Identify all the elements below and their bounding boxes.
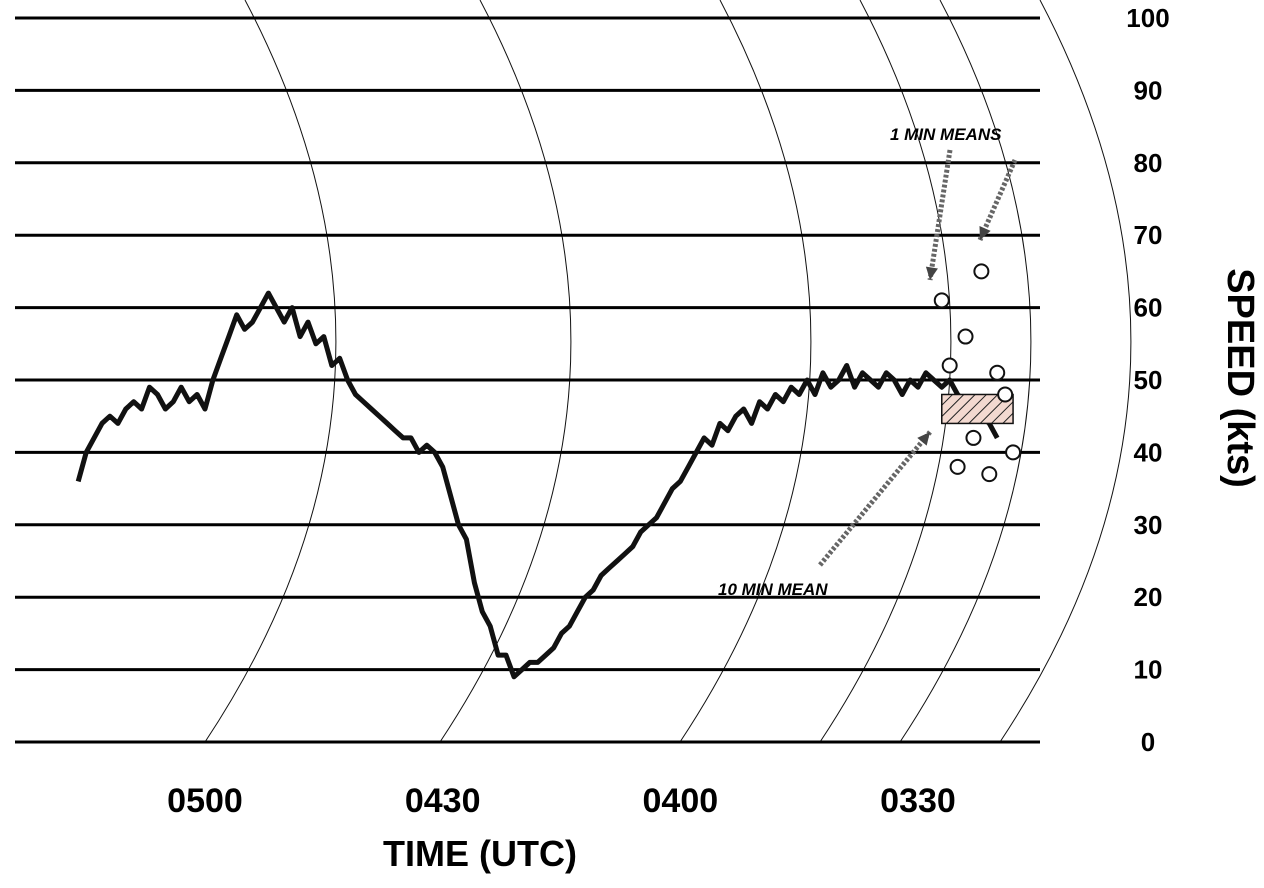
y-tick-70: 70 (1134, 220, 1163, 250)
one-min-mean-marker-8 (989, 364, 1006, 381)
one-min-mean-marker-5 (965, 429, 982, 446)
y-tick-90: 90 (1134, 75, 1163, 105)
one-min-mean-marker-4 (957, 328, 974, 345)
x-axis-label: TIME (UTC) (383, 833, 577, 874)
annotation-one-min-means: 1 MIN MEANS (890, 125, 1002, 144)
y-tick-50: 50 (1134, 365, 1163, 395)
y-tick-labels: 0 10 20 30 40 50 60 70 80 90 100 (1126, 3, 1169, 757)
one-min-means-arrow-b (977, 158, 1018, 242)
means-layer (933, 263, 1022, 483)
one-min-mean-marker-10 (1005, 444, 1022, 461)
one-min-mean-marker-7 (981, 466, 998, 483)
range-arc-5 (819, 0, 952, 743)
one-min-mean-marker-2 (941, 357, 958, 374)
grid-lines (15, 16, 1040, 744)
y-tick-30: 30 (1134, 510, 1163, 540)
ten-min-mean-arrow-head (917, 432, 930, 446)
radar-range-arcs (204, 0, 1132, 743)
x-tick-labels: 0500 0430 0400 0330 (167, 782, 956, 820)
y-tick-100: 100 (1126, 3, 1169, 33)
range-arc-6 (899, 0, 1032, 743)
one-min-mean-marker-6 (973, 263, 990, 280)
range-arc-2 (204, 0, 337, 743)
range-arc-7 (999, 0, 1132, 743)
speed-series (75, 290, 1000, 680)
x-tick-0400: 0400 (643, 782, 719, 820)
one-min-means-arrow-b-head (979, 226, 991, 240)
y-tick-10: 10 (1134, 655, 1163, 685)
y-tick-80: 80 (1134, 148, 1163, 178)
annotations: 1 MIN MEANS 10 MIN MEAN (718, 125, 1018, 599)
y-axis-label: SPEED (kts) (1219, 268, 1261, 488)
annotation-ten-min-mean: 10 MIN MEAN (718, 580, 828, 599)
x-tick-0430: 0430 (405, 782, 481, 820)
x-tick-0330: 0330 (880, 782, 956, 820)
y-tick-0: 0 (1141, 727, 1155, 757)
y-tick-20: 20 (1134, 582, 1163, 612)
one-min-mean-marker-9 (997, 386, 1014, 403)
one-min-mean-marker-1 (933, 292, 950, 309)
series-line-1 (75, 290, 1000, 680)
y-tick-40: 40 (1134, 437, 1163, 467)
x-tick-0500: 0500 (167, 782, 243, 820)
range-arc-4 (679, 0, 812, 743)
one-min-means-arrow-a-head (925, 266, 938, 280)
one-min-mean-marker-3 (949, 458, 966, 475)
ten-min-mean-arrow (818, 430, 932, 567)
range-arc-3 (439, 0, 572, 743)
y-tick-60: 60 (1134, 293, 1163, 323)
one-min-means-arrow-a (927, 149, 953, 281)
